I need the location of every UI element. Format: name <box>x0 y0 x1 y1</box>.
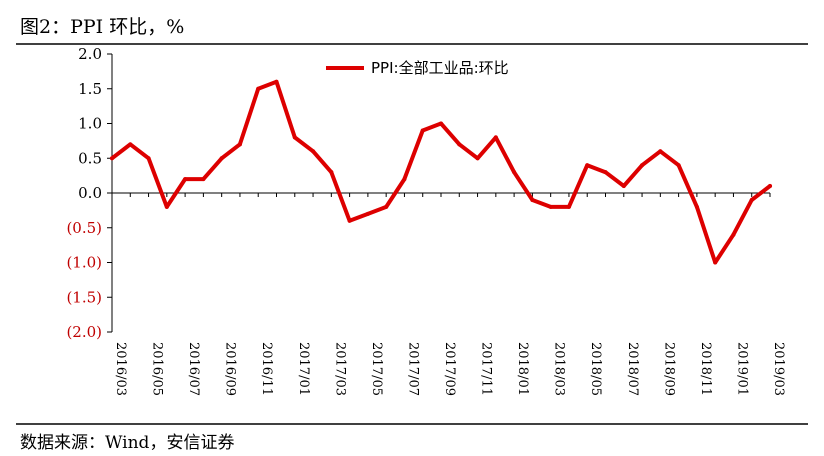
x-tick-label: 2017/07 <box>405 342 420 396</box>
x-tick-label: 2018/11 <box>698 342 713 396</box>
data-point <box>402 177 407 182</box>
x-tick-label: 2016/09 <box>223 342 238 396</box>
data-point <box>164 204 169 209</box>
data-point <box>640 163 645 168</box>
y-tick-label: 0.0 <box>78 184 102 202</box>
y-tick-label: (0.5) <box>66 219 102 237</box>
legend-label: PPI:全部工业品:环比 <box>371 59 509 77</box>
x-tick-label: 2019/03 <box>771 342 786 396</box>
x-tick-label: 2016/11 <box>259 342 274 396</box>
x-tick-label: 2017/03 <box>332 342 347 396</box>
y-tick-label: 1.5 <box>78 80 102 98</box>
data-point <box>530 197 535 202</box>
y-tick-label: (1.5) <box>66 288 102 306</box>
data-point <box>420 128 425 133</box>
legend: PPI:全部工业品:环比 <box>326 59 509 77</box>
y-tick-label: 2.0 <box>78 45 102 63</box>
x-tick-label: 2018/03 <box>552 342 567 396</box>
x-tick-label: 2017/01 <box>296 342 311 396</box>
data-point <box>365 211 370 216</box>
data-point <box>768 184 772 189</box>
data-point <box>292 135 297 140</box>
x-tick-label: 2018/01 <box>515 342 530 396</box>
data-point <box>110 156 114 161</box>
data-point <box>457 142 462 147</box>
x-tick-label: 2018/09 <box>661 342 676 396</box>
data-point <box>603 170 608 175</box>
data-point <box>731 232 736 237</box>
x-tick-label: 2017/11 <box>479 342 494 396</box>
data-point <box>274 79 279 84</box>
x-axis: 2016/03 2016/05 2016/07 2016/09 2016/11 2017/… <box>111 192 786 396</box>
data-point <box>439 121 443 126</box>
y-tick-label: (1.0) <box>66 254 102 272</box>
data-point <box>256 86 261 91</box>
data-point <box>201 177 206 182</box>
y-tick-label: (2.0) <box>66 323 102 341</box>
series-line <box>110 79 772 265</box>
data-point <box>749 197 754 202</box>
data-point <box>183 177 188 182</box>
x-tick-label: 2017/05 <box>369 342 384 396</box>
x-tick-label: 2016/07 <box>186 342 201 396</box>
y-axis: 2.0 1.5 1.0 0.5 0.0 (0.5) (1.0) (1.5) (2.0) <box>66 45 113 341</box>
x-tick-label: 2016/05 <box>150 342 165 396</box>
plot-area: 2.0 1.5 1.0 0.5 0.0 (0.5) (1.0) (1.5) (2.0) 2016… <box>66 45 786 396</box>
series-layer <box>110 79 772 265</box>
data-point <box>713 260 718 265</box>
data-point <box>128 142 133 147</box>
data-point <box>146 156 151 161</box>
x-tick-label: 2016/03 <box>113 342 128 396</box>
x-tick-label: 2017/09 <box>442 342 457 396</box>
x-tick-label: 2018/05 <box>588 342 603 396</box>
x-tick-label: 2018/07 <box>625 342 640 396</box>
data-point <box>493 135 498 140</box>
data-point <box>676 163 681 168</box>
data-point <box>237 142 242 147</box>
chart-title: 图2：PPI 环比，% <box>20 16 184 38</box>
data-point <box>219 156 224 161</box>
data-point <box>512 170 517 175</box>
x-tick-label: 2019/01 <box>734 342 749 396</box>
data-point <box>384 204 389 209</box>
source-note: 数据来源：Wind，安信证券 <box>20 433 234 453</box>
data-point <box>621 184 626 189</box>
data-point <box>311 149 316 154</box>
data-point <box>475 156 480 161</box>
data-point <box>548 204 553 209</box>
data-point <box>566 204 571 209</box>
data-point <box>347 218 352 223</box>
data-point <box>585 163 590 168</box>
data-point <box>329 170 334 175</box>
data-point <box>694 204 699 209</box>
y-tick-label: 1.0 <box>78 115 102 133</box>
data-point <box>658 149 663 154</box>
y-tick-label: 0.5 <box>78 149 102 167</box>
